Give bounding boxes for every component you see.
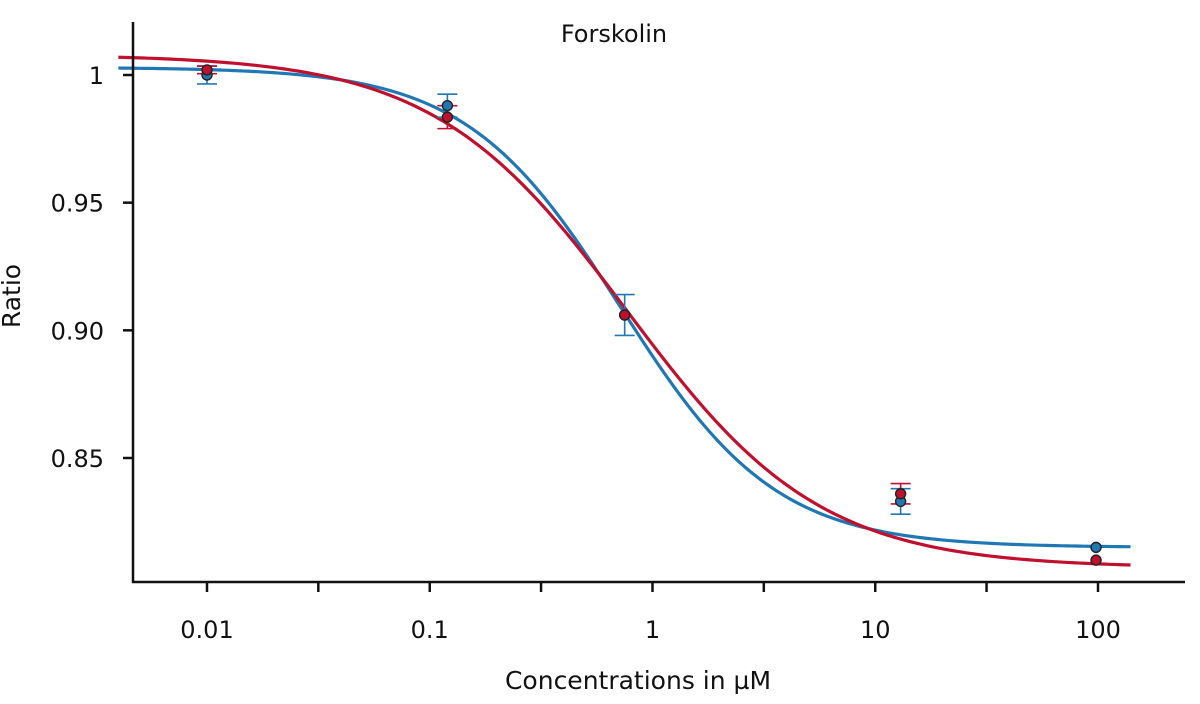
y-tick-label: 0.90	[51, 317, 104, 345]
data-point-series-2	[441, 111, 454, 123]
data-point-series-2	[1090, 554, 1102, 566]
axes-lines	[131, 22, 1185, 584]
axes: 0.01 0.1 1 10 100 0.85 0.90 0.95 1	[51, 62, 1121, 644]
plot-area	[118, 55, 1131, 567]
y-tick-label: 0.95	[51, 190, 104, 218]
y-tick-label: 0.85	[51, 445, 104, 473]
y-axis-title: Ratio	[0, 264, 26, 328]
x-axis-title: Concentrations in µM	[505, 666, 771, 695]
y-tick-label: 1	[89, 62, 104, 90]
data-point-series-2	[201, 64, 213, 76]
x-tick-label: 0.1	[411, 616, 449, 644]
data-point-series-1	[441, 99, 454, 112]
data-point-series-1	[1090, 541, 1102, 554]
chart-title: Forskolin	[561, 20, 667, 48]
x-tick-label: 1	[645, 616, 660, 644]
data-point-series-2	[894, 488, 907, 500]
x-tick-label: 0.01	[180, 616, 233, 644]
x-tick-label: 10	[860, 616, 891, 644]
data-point-series-2	[618, 309, 631, 321]
x-tick-label: 100	[1075, 616, 1121, 644]
